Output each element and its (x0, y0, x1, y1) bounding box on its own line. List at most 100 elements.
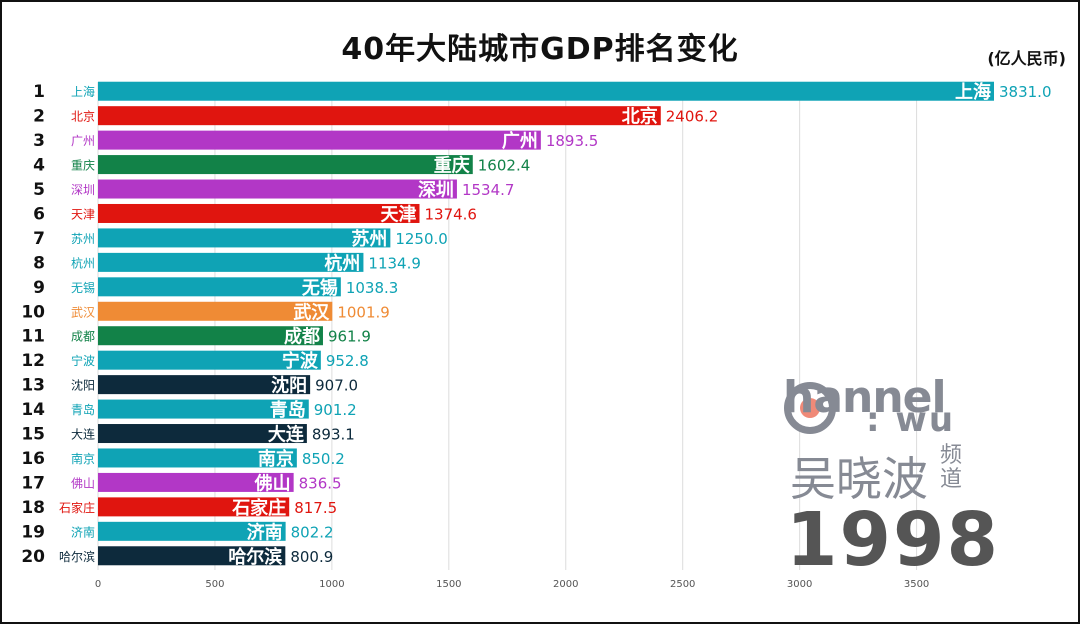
city-label: 杭州 (71, 255, 95, 270)
value-label: 800.9 (290, 548, 333, 566)
rank-label: 11 (21, 327, 45, 347)
value-label: 1602.4 (478, 157, 531, 175)
city-label: 石家庄 (59, 500, 95, 515)
bar-inner-label: 天津 (380, 203, 416, 225)
city-label: 天津 (71, 207, 95, 221)
city-label: 成都 (71, 330, 95, 344)
rank-label: 14 (21, 400, 45, 420)
value-label: 2406.2 (666, 108, 719, 126)
bar-inner-label: 北京 (622, 106, 658, 128)
bar (98, 228, 391, 248)
x-tick-label: 3000 (787, 579, 812, 590)
bar (98, 81, 994, 101)
bar-inner-label: 深圳 (418, 179, 454, 201)
rank-label: 4 (33, 156, 45, 176)
x-tick-label: 1000 (319, 579, 344, 590)
rank-label: 9 (33, 278, 45, 298)
chart-title: 40年大陆城市GDP排名变化 (341, 32, 739, 67)
value-label: 893.1 (312, 426, 355, 444)
city-label: 济南 (71, 524, 95, 539)
rank-label: 16 (21, 449, 45, 469)
city-label: 宁波 (71, 353, 95, 368)
value-label: 1250.0 (395, 230, 448, 248)
bar (98, 497, 290, 517)
logo-dot-icon (800, 398, 820, 418)
bar-inner-label: 苏州 (351, 228, 387, 250)
value-label: 802.2 (291, 523, 334, 541)
bar-inner-label: 沈阳 (271, 375, 307, 397)
value-label: 961.9 (328, 328, 371, 346)
bar (98, 399, 309, 419)
bar (98, 448, 297, 468)
value-label: 850.2 (302, 450, 345, 468)
rank-label: 5 (33, 180, 45, 200)
bar-inner-label: 济南 (247, 521, 283, 543)
rank-label: 17 (21, 473, 45, 493)
city-label: 北京 (71, 110, 95, 124)
x-tick-label: 500 (205, 579, 224, 590)
bar (98, 252, 364, 272)
bar-inner-label: 南京 (258, 448, 294, 470)
rank-label: 15 (21, 425, 45, 445)
rank-label: 2 (33, 107, 45, 127)
value-label: 817.5 (294, 499, 337, 517)
x-tick-label: 3500 (904, 579, 929, 590)
value-label: 952.8 (326, 352, 369, 370)
city-label: 广州 (71, 134, 95, 148)
year-label: 1998 (786, 497, 1000, 583)
rank-label: 7 (33, 229, 45, 249)
bar-inner-label: 哈尔滨 (228, 546, 282, 568)
logo-wu-text: : wu (866, 400, 956, 440)
bar-inner-label: 青岛 (270, 399, 306, 421)
city-label: 苏州 (71, 232, 95, 246)
rank-label: 10 (21, 302, 45, 322)
bar (98, 546, 286, 566)
value-label: 901.2 (314, 401, 357, 419)
value-label: 1374.6 (424, 205, 477, 223)
rank-label: 3 (33, 131, 45, 151)
bar (98, 203, 420, 223)
city-label: 南京 (71, 451, 95, 466)
bar (98, 472, 294, 492)
bar-inner-label: 广州 (502, 130, 538, 152)
city-label: 重庆 (71, 159, 95, 173)
x-tick-label: 1500 (436, 579, 461, 590)
city-label: 大连 (71, 427, 95, 442)
city-label: 无锡 (71, 280, 95, 295)
bar (98, 424, 307, 444)
logo-channel-text: hannel (783, 372, 947, 423)
city-label: 佛山 (71, 476, 95, 490)
unit-label: (亿人民币) (987, 49, 1066, 68)
city-label: 上海 (71, 84, 95, 99)
city-label: 哈尔滨 (59, 549, 95, 564)
bar (98, 106, 661, 126)
rank-label: 8 (33, 253, 45, 273)
bar (98, 326, 323, 346)
bar-inner-label: 武汉 (293, 302, 330, 323)
rank-label: 20 (21, 547, 45, 567)
bar-inner-label: 杭州 (324, 252, 360, 274)
value-label: 3831.0 (999, 83, 1052, 101)
x-tick-label: 0 (95, 579, 101, 590)
value-label: 1134.9 (368, 254, 421, 272)
rank-label: 13 (21, 376, 45, 396)
rank-label: 18 (21, 498, 45, 518)
bar (98, 521, 286, 541)
bar-inner-label: 上海 (955, 81, 991, 103)
city-label: 青岛 (71, 402, 95, 417)
bar (98, 375, 311, 395)
bar (98, 277, 341, 297)
bar-inner-label: 无锡 (302, 277, 338, 299)
bar (98, 130, 541, 150)
bar (98, 155, 473, 175)
bar-inner-label: 重庆 (434, 155, 470, 177)
city-label: 沈阳 (71, 378, 95, 393)
value-label: 836.5 (299, 474, 342, 492)
logo-pindao: 频道 (940, 443, 963, 492)
bar (98, 301, 333, 321)
bar-inner-label: 佛山 (254, 472, 291, 494)
value-label: 907.0 (315, 377, 358, 395)
logo-name: 吴晓波 (790, 452, 928, 506)
value-label: 1534.7 (462, 181, 515, 199)
